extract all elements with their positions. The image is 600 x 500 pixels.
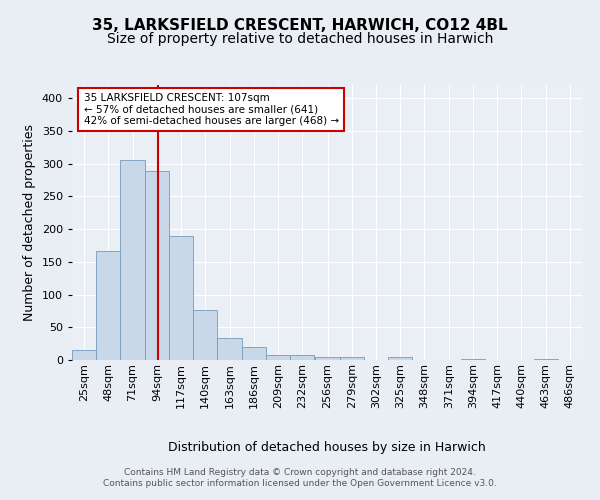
Bar <box>340 358 364 360</box>
Bar <box>145 171 169 360</box>
Bar <box>169 236 193 360</box>
Text: Contains HM Land Registry data © Crown copyright and database right 2024.
Contai: Contains HM Land Registry data © Crown c… <box>103 468 497 487</box>
Bar <box>533 358 558 360</box>
Bar <box>316 356 340 360</box>
Text: Size of property relative to detached houses in Harwich: Size of property relative to detached ho… <box>107 32 493 46</box>
Bar <box>217 338 242 360</box>
Text: Distribution of detached houses by size in Harwich: Distribution of detached houses by size … <box>168 441 486 454</box>
Bar <box>193 310 217 360</box>
Bar <box>121 160 145 360</box>
Text: 35, LARKSFIELD CRESCENT, HARWICH, CO12 4BL: 35, LARKSFIELD CRESCENT, HARWICH, CO12 4… <box>92 18 508 32</box>
Bar <box>242 347 266 360</box>
Bar <box>72 350 96 360</box>
Bar <box>461 358 485 360</box>
Text: 35 LARKSFIELD CRESCENT: 107sqm
← 57% of detached houses are smaller (641)
42% of: 35 LARKSFIELD CRESCENT: 107sqm ← 57% of … <box>83 93 339 126</box>
Bar <box>290 355 314 360</box>
Bar <box>388 356 412 360</box>
Bar <box>96 250 121 360</box>
Bar <box>266 355 290 360</box>
Y-axis label: Number of detached properties: Number of detached properties <box>23 124 36 321</box>
